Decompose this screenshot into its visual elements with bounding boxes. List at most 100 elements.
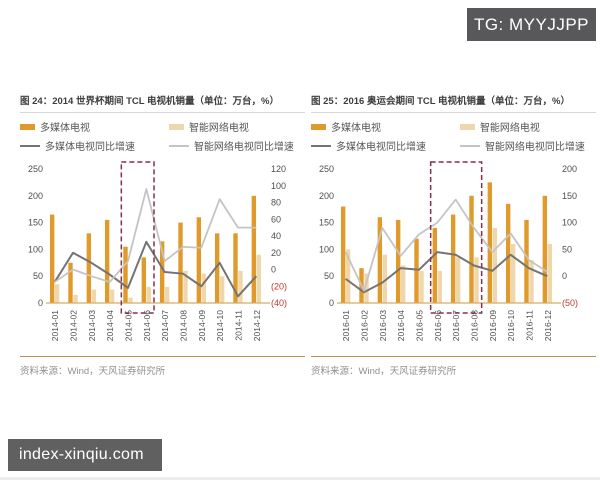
bar: [196, 217, 202, 303]
x-axis-label: 2016-05: [415, 310, 425, 341]
legend-label: 智能网络电视同比增速: [193, 142, 294, 153]
watermark-telegram-badge: TG: MYYJJPP: [467, 8, 596, 41]
chart-title: 图 24：2014 世界杯期间 TCL 电视机销量（单位：万台，%）: [20, 93, 305, 113]
right-axis-label: 200: [562, 164, 577, 174]
bar: [146, 286, 152, 303]
watermark-website-badge: index-xinqiu.com: [8, 439, 162, 471]
right-axis-label: 100: [271, 181, 286, 191]
bar: [256, 254, 262, 303]
right-axis-label: 100: [562, 218, 577, 228]
right-axis-label: 120: [271, 164, 286, 174]
left-axis-label: 200: [319, 191, 334, 201]
chart-plot: 0 50 100 150 200 250 (40) (20) 0 20 40 60 80 100 120 20…: [28, 161, 287, 341]
right-axis-label: (50): [562, 298, 578, 308]
bar: [414, 238, 419, 303]
series-line: [54, 188, 257, 283]
legend-bar-swatch: [168, 123, 184, 130]
highlight-box: [120, 161, 155, 314]
chart-legend: 多媒体电视 智能网络电视多媒体电视同比增速 智能网络电视同比增速: [311, 119, 596, 153]
legend-line-swatch: [168, 144, 189, 147]
x-axis-label: 2016-09: [488, 310, 498, 341]
x-axis-label: 2014-10: [215, 310, 225, 341]
bar: [505, 203, 511, 303]
source-note: 资料来源：Wind，天风证券研究所: [20, 356, 305, 377]
legend-label: 多媒体电视: [40, 123, 90, 134]
legend-label: 智能网络电视: [479, 123, 540, 134]
legend-bar-swatch: [311, 123, 326, 130]
x-axis-label: 2016-10: [506, 310, 516, 341]
chart-figure-2014-world-cup: 图 24：2014 世界杯期间 TCL 电视机销量（单位：万台，%） 多媒体电视…: [20, 93, 305, 377]
x-axis-label: 2014-09: [197, 310, 207, 341]
right-axis-label: 50: [562, 244, 572, 254]
x-axis-label: 2014-04: [105, 310, 115, 341]
right-axis-label: 150: [562, 191, 577, 201]
x-axis-label: 2016-03: [378, 310, 388, 341]
legend-item: 多媒体电视: [20, 119, 167, 134]
bar: [469, 195, 474, 303]
bar: [201, 273, 207, 303]
bar: [345, 249, 351, 303]
bar: [251, 195, 257, 303]
bar: [419, 270, 424, 303]
left-axis-label: 150: [319, 218, 334, 228]
left-axis-label: 100: [28, 244, 43, 254]
x-axis-label: 2014-11: [234, 310, 244, 341]
legend-label: 多媒体电视同比增速: [336, 142, 426, 153]
right-axis-label: 60: [271, 214, 281, 224]
left-axis-label: 150: [28, 218, 43, 228]
x-axis-label: 2016-04: [396, 310, 406, 341]
bar: [510, 244, 516, 303]
bar: [340, 206, 346, 303]
legend-line-swatch: [20, 144, 40, 147]
bar: [68, 262, 73, 303]
bar: [109, 289, 115, 303]
bar: [183, 270, 188, 303]
bar: [91, 289, 97, 303]
x-axis-label: 2014-05: [124, 310, 134, 341]
legend-item: 多媒体电视: [311, 119, 458, 134]
bar: [529, 260, 534, 303]
bar: [400, 265, 406, 303]
bar: [547, 244, 553, 303]
bar: [437, 270, 443, 303]
source-note: 资料来源：Wind，天风证券研究所: [311, 356, 596, 377]
legend-label: 智能网络电视同比增速: [484, 142, 585, 153]
series-line: [345, 251, 548, 294]
left-axis-label: 0: [38, 298, 43, 308]
left-axis-label: 50: [324, 271, 334, 281]
bar: [542, 195, 548, 303]
watermark-telegram-text: TG: MYYJJPP: [473, 14, 590, 34]
x-axis-label: 2016-06: [433, 310, 443, 341]
bar: [395, 219, 401, 303]
bar: [123, 246, 128, 303]
bar: [86, 233, 92, 303]
bar: [49, 214, 55, 303]
highlight-box: [429, 161, 483, 314]
left-axis-label: 250: [28, 164, 43, 174]
bar: [141, 257, 147, 303]
x-axis-label: 2016-12: [543, 310, 553, 341]
legend-label: 多媒体电视: [331, 123, 381, 134]
x-axis-label: 2016-01: [341, 310, 351, 341]
right-axis-label: (40): [271, 298, 287, 308]
x-axis-label: 2014-02: [69, 310, 79, 341]
legend-item: 智能网络电视: [459, 119, 596, 134]
bar: [487, 182, 493, 303]
bar: [382, 254, 388, 303]
x-axis-label: 2016-07: [451, 310, 461, 341]
legend-line-swatch: [459, 144, 480, 147]
bar: [450, 214, 456, 303]
bar: [159, 241, 165, 303]
legend-item: 多媒体电视同比增速: [20, 138, 167, 153]
right-axis-label: 0: [562, 271, 567, 281]
legend-bar-swatch: [459, 123, 475, 130]
x-axis-label: 2014-01: [50, 310, 60, 341]
legend-item: 智能网络电视同比增速: [168, 138, 305, 153]
right-axis-label: 80: [271, 198, 281, 208]
bar: [73, 294, 78, 303]
legend-item: 多媒体电视同比增速: [311, 138, 458, 153]
bar: [377, 217, 383, 303]
bar: [164, 286, 170, 303]
bottom-edge-strip: [0, 477, 600, 480]
chart-legend: 多媒体电视 智能网络电视 多媒体电视同比增速 智能网络电视同比增速: [20, 119, 305, 153]
